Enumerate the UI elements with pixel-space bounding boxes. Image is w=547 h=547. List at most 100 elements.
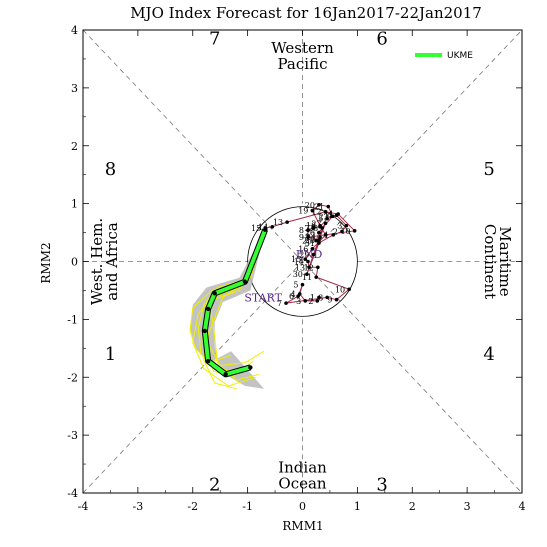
observed-point [352,229,357,233]
observed-point [330,214,335,219]
chart-title: MJO Index Forecast for 16Jan2017-22Jan20… [130,4,482,22]
forecast-point [262,227,268,232]
observed-point [307,265,311,270]
observed-point [310,208,315,213]
phase-label-1: 1 [105,344,116,365]
region-label-left: West. Hem. [88,218,106,305]
day-label: 16 [298,245,308,254]
phase-label-6: 6 [376,29,387,50]
day-label: 12 [311,208,321,217]
day-label: 5 [318,215,323,224]
observed-point [305,272,309,277]
observed-point [317,230,321,235]
phase-label-8: 8 [105,159,116,180]
day-label: 18 [306,222,316,231]
observed-point [306,259,310,264]
day-label: 8 [299,226,304,235]
start-label: START [244,291,282,304]
diagonal-guide-line [82,29,523,494]
observed-point [284,301,288,305]
observed-point [323,221,328,226]
observed-point [303,257,308,261]
observed-point [317,202,321,207]
day-label: 1 [310,293,315,302]
observed-point [317,238,321,242]
observed-point [344,223,349,228]
day-label: 15 [291,255,301,264]
region-label-top: Pacific [278,55,328,73]
observed-point [311,226,316,230]
day-label: 3 [337,222,342,231]
phase-label-4: 4 [483,344,494,365]
y-tick-label: -1 [67,313,78,326]
observed-point [285,220,289,224]
forecast-point [223,372,228,377]
y-tick-label: 1 [71,198,78,211]
day-label: 2 [333,227,338,236]
observed-point [326,204,331,209]
region-label-left: and Africa [103,222,121,300]
observed-point [315,299,320,303]
observed-point [317,295,321,300]
day-label: 9 [299,233,304,242]
observed-point [310,246,315,251]
region-label-top: Western [271,39,334,57]
observed-point [318,235,322,239]
phase-label-7: 7 [209,29,220,50]
day-label: 13 [295,263,305,272]
forecast-track-line [202,228,268,377]
observed-point [270,224,275,229]
y-tick-label: -2 [67,371,78,384]
y-tick-label: 3 [71,82,78,95]
day-label: 29 [299,251,309,260]
end-label: END [296,248,323,261]
day-label: 27 [311,219,321,228]
day-label: 15 [251,224,261,233]
observed-point [347,287,351,292]
day-label: 11 [324,210,334,219]
day-label: 5 [293,281,298,290]
region-label-right: Continent [481,224,499,299]
day-label: 30 [293,270,303,279]
region-label-bottom: Indian [278,459,327,477]
day-label: 2 [308,297,313,306]
x-tick-label: -1 [242,500,253,513]
x-tick-label: -3 [133,500,144,513]
day-label: 26 [305,229,315,238]
region-label-right: Maritime [496,226,514,296]
forecast-point [248,365,253,370]
phase-label-5: 5 [483,159,494,180]
day-label: 7 [304,224,309,233]
day-label: 10 [340,227,350,236]
day-label: 4 [291,290,296,299]
x-axis-label: RMM1 [282,519,323,533]
x-tick-label: 3 [464,500,471,513]
observed-point [331,233,336,237]
observed-point [314,238,319,243]
x-tick-label: 0 [299,500,306,513]
observed-point [306,235,310,239]
day-label: 24 [306,233,316,242]
y-tick-label: 2 [71,140,78,153]
observed-point [334,297,339,302]
phase-label-3: 3 [376,474,387,495]
forecast-point [205,306,211,312]
day-label: 14 [258,223,268,232]
day-label: 8 [318,293,323,302]
y-tick-label: -3 [67,429,78,442]
forecast-point [242,279,248,284]
observed-track-outline [265,204,356,304]
x-tick-label: -4 [78,500,89,513]
observed-point [340,229,344,234]
observed-point [325,216,329,221]
day-label: 13 [273,218,283,227]
y-tick-label: 4 [71,24,78,37]
legend-label-ukme: UKME [447,51,473,61]
observed-point [314,275,319,279]
observed-point [316,265,320,270]
observed-point [325,295,329,300]
day-label: 21 [314,203,324,212]
observed-point [311,252,316,257]
observed-point [300,282,305,287]
